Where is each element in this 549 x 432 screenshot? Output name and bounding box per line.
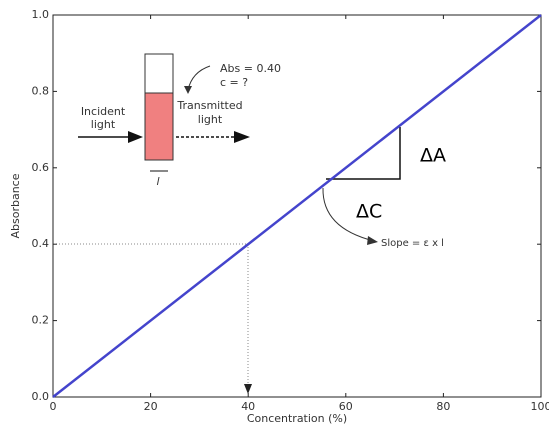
x-tick-label: 20 [144,400,158,413]
slope-triangle [326,127,401,180]
plot-frame [52,14,542,398]
annotation: light [91,118,116,131]
x-axis-label: Concentration (%) [247,412,347,425]
y-tick-label: 1.0 [32,8,50,21]
y-tick-label: 0.8 [32,84,50,97]
x-tick-label: 60 [339,400,353,413]
annotation: Slope = ε x l [381,238,444,249]
data-line [52,14,542,398]
y-tick-label: 0.6 [32,161,50,174]
x-tick-label: 40 [241,400,255,413]
y-tick-label: 0.4 [32,237,50,250]
y-axis-label: Absorbance [9,173,22,238]
annotation: Transmitted [176,99,242,112]
y-tick-label: 0.0 [32,390,50,403]
annotation: c = ? [220,76,248,89]
annotation: ΔA [420,145,446,167]
x-tick-label: 0 [50,400,57,413]
annotation: ΔC [356,201,382,223]
slope-callout-head [367,236,378,245]
cuvette-solution [144,92,174,161]
slope-callout [322,187,375,242]
annotation: Abs = 0.40 [220,62,281,75]
y-tick-label: 0.2 [32,314,50,327]
incident-arrow-head [128,131,143,143]
annotation: l [156,175,159,188]
x-tick-label: 100 [531,400,549,413]
x-tick-label: 80 [436,400,450,413]
annotation: Incident [81,105,126,118]
callout-arrow-head [184,86,192,94]
annotation: light [198,113,223,126]
guide-arrow [244,384,252,394]
transmitted-arrow-head [234,131,250,143]
